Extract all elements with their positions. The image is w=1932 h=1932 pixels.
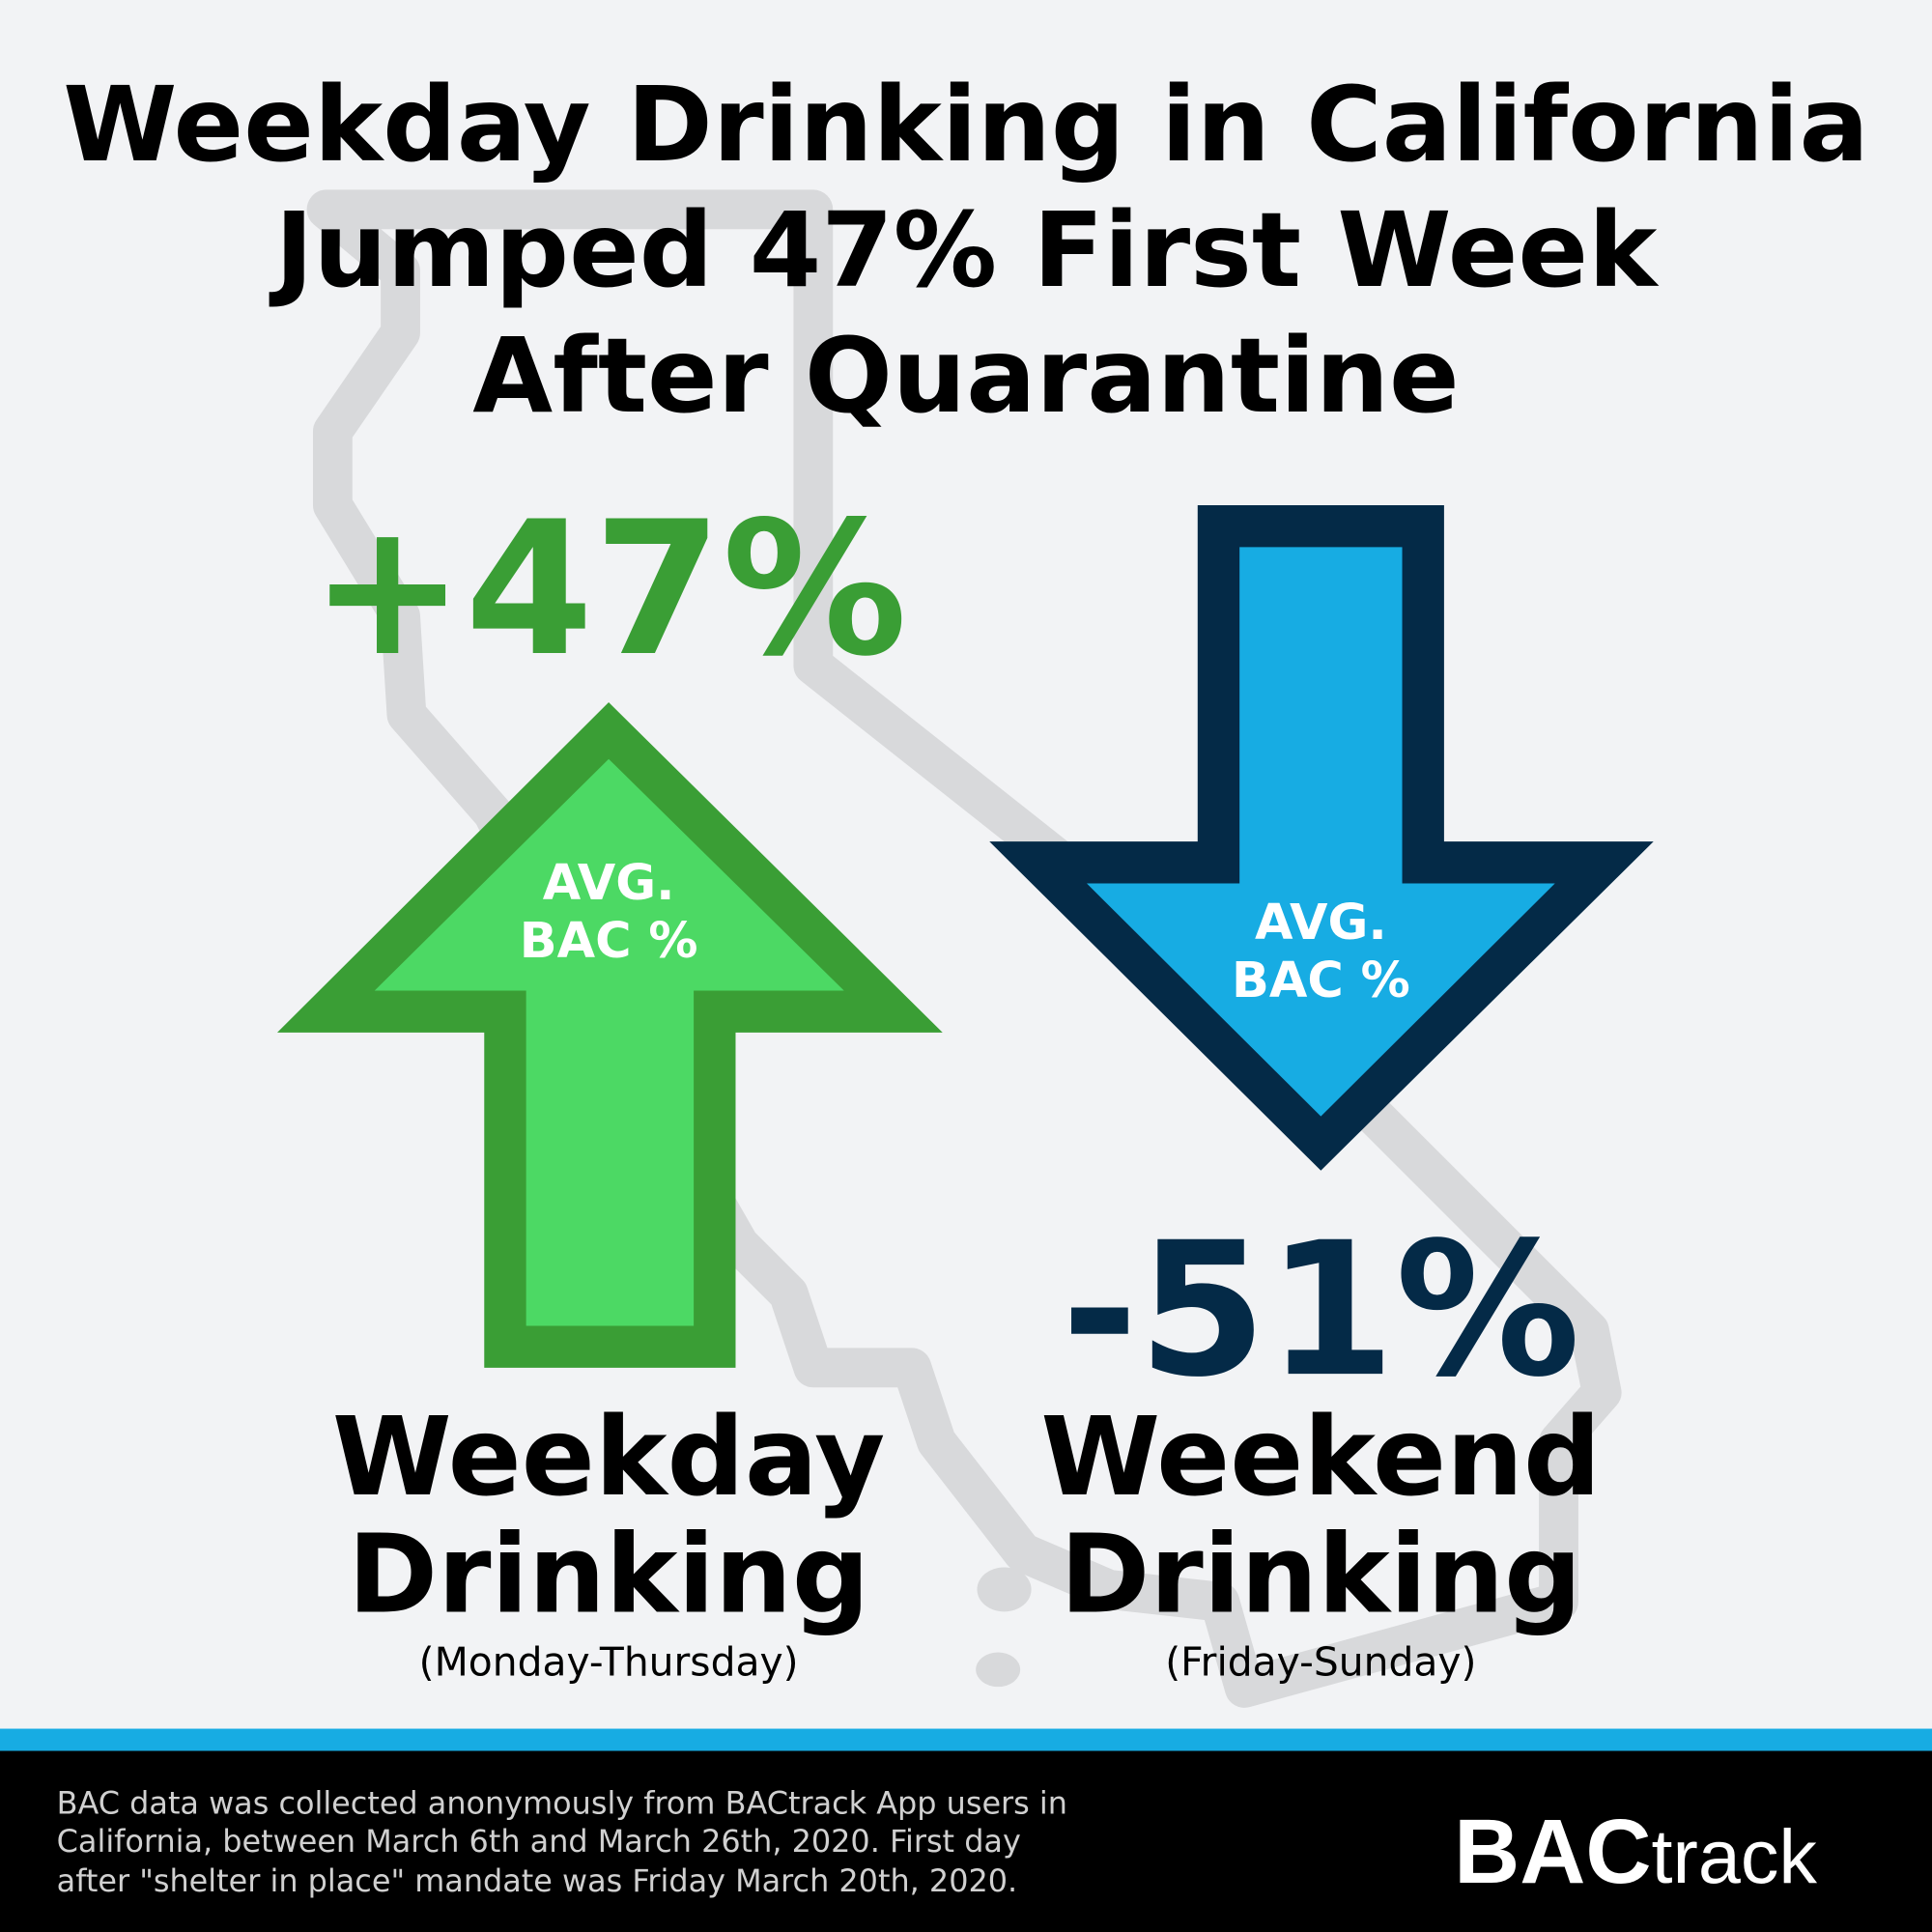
arrow-label: AVG. xyxy=(543,855,675,912)
footer-stripe xyxy=(0,1728,1932,1751)
footer-note: California, between March 6th and March … xyxy=(57,1823,1021,1860)
arrow-label: AVG. xyxy=(1255,895,1387,952)
panel-label: Drinking xyxy=(348,1512,869,1637)
logo-light: track xyxy=(1652,1813,1818,1899)
panel-label: Weekday xyxy=(332,1395,885,1520)
title-line: Weekday Drinking in California xyxy=(63,66,1869,185)
change-value: +47% xyxy=(310,482,907,697)
panel-label: Drinking xyxy=(1060,1512,1581,1637)
arrow-label: BAC % xyxy=(1232,952,1410,1009)
panel-label: Weekend xyxy=(1040,1395,1601,1520)
panel-days: (Monday-Thursday) xyxy=(419,1639,799,1686)
footer-note: after "shelter in place" mandate was Fri… xyxy=(57,1862,1018,1899)
panel-days: (Friday-Sunday) xyxy=(1165,1639,1476,1686)
island xyxy=(976,1652,1021,1688)
logo: BACtrack xyxy=(1454,1802,1817,1903)
island xyxy=(977,1567,1032,1612)
title-line: After Quarantine xyxy=(472,317,1459,437)
footer-note: BAC data was collected anonymously from … xyxy=(57,1785,1067,1822)
up-arrow-fill xyxy=(374,758,844,1326)
down-arrow-fill xyxy=(1087,547,1555,1117)
state-outline xyxy=(306,189,1622,1708)
change-value: -51% xyxy=(1062,1203,1580,1418)
title-line: Jumped 47% First Week xyxy=(269,191,1660,311)
arrow-label: BAC % xyxy=(520,913,698,970)
logo-bold: BAC xyxy=(1454,1802,1651,1903)
footer xyxy=(0,1750,1932,1932)
